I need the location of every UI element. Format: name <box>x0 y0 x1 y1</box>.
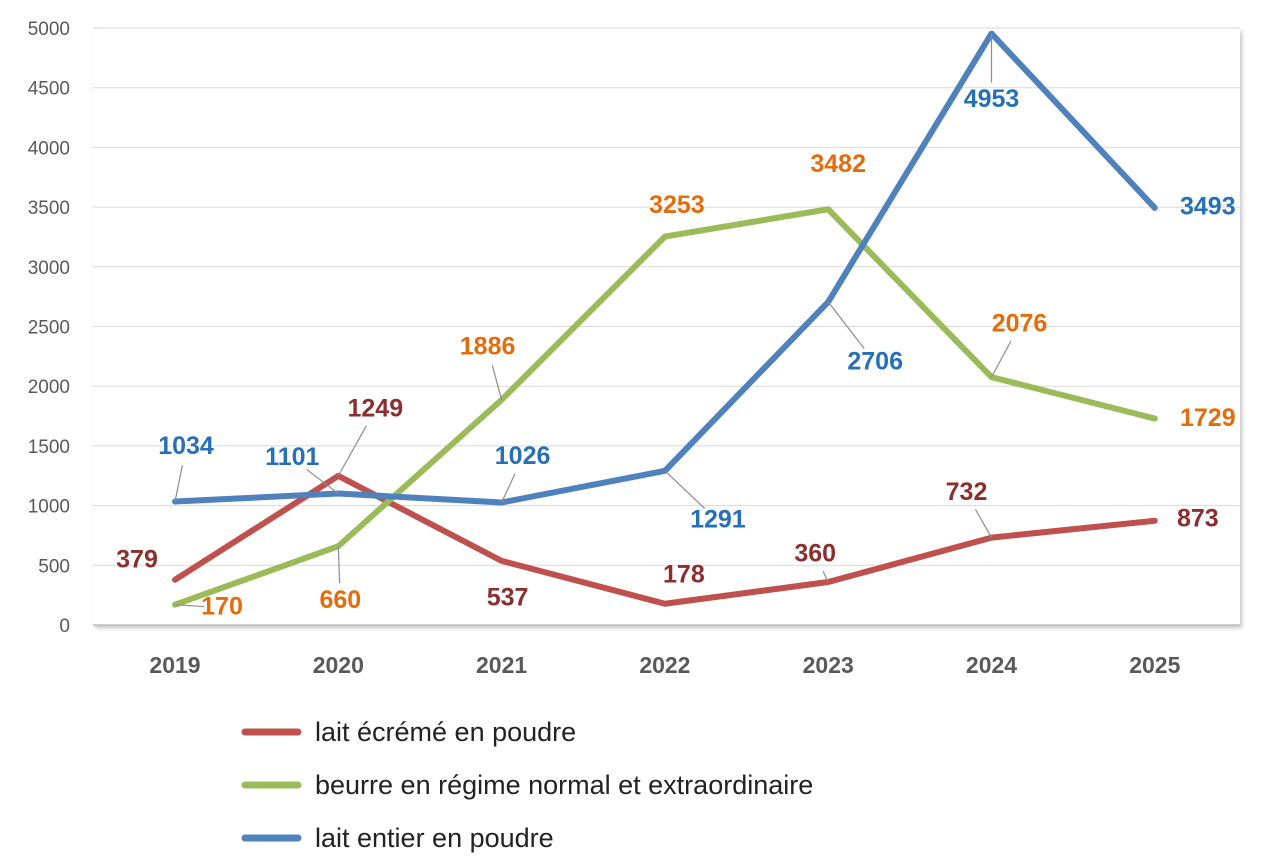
leader-line <box>501 473 516 503</box>
x-tick-label: 2024 <box>966 652 1017 678</box>
data-label: 1886 <box>460 332 516 360</box>
x-tick-label: 2021 <box>476 652 527 678</box>
data-label: 1101 <box>265 443 319 471</box>
x-tick-label: 2019 <box>149 652 200 678</box>
y-tick-label: 1500 <box>28 437 70 458</box>
legend-label: beurre en régime normal et extraordinair… <box>315 770 813 800</box>
y-tick-label: 0 <box>59 616 70 637</box>
leader-line <box>174 465 183 502</box>
data-label: 178 <box>663 560 705 588</box>
data-label: 660 <box>319 586 361 614</box>
y-tick-label: 4500 <box>28 79 70 100</box>
data-label: 873 <box>1177 504 1219 532</box>
data-label: 4953 <box>964 85 1020 113</box>
data-label: 3253 <box>649 191 705 219</box>
x-tick-label: 2020 <box>313 652 364 678</box>
data-label: 2076 <box>992 310 1048 338</box>
y-tick-label: 4000 <box>28 138 70 159</box>
leader-line <box>990 340 1012 378</box>
leader-line <box>337 425 368 477</box>
y-tick-label: 3500 <box>28 198 70 219</box>
data-label: 360 <box>794 540 836 568</box>
data-label: 1034 <box>158 432 214 460</box>
data-label: 1249 <box>347 394 403 422</box>
data-label: 379 <box>116 545 158 573</box>
leader-line <box>306 468 339 495</box>
legend-label: lait écrémé en poudre <box>315 717 576 747</box>
x-tick-label: 2025 <box>1129 652 1180 678</box>
y-tick-label: 3000 <box>28 258 70 279</box>
data-label: 170 <box>201 592 243 620</box>
y-tick-label: 2500 <box>28 318 70 339</box>
leader-line <box>822 570 829 583</box>
legend-label: lait entier en poudre <box>315 823 554 853</box>
leader-line <box>974 508 993 538</box>
data-label: 1026 <box>495 442 551 470</box>
data-label: 537 <box>487 583 529 611</box>
data-label: 1291 <box>690 505 746 533</box>
data-label: 3482 <box>810 150 866 178</box>
y-tick-label: 5000 <box>28 19 70 40</box>
leader-line <box>827 301 865 350</box>
data-label: 2706 <box>847 348 903 376</box>
leader-line <box>491 365 503 400</box>
leader-line <box>174 604 205 608</box>
leader-line <box>337 546 341 584</box>
x-tick-label: 2023 <box>803 652 854 678</box>
leader-line <box>664 470 706 509</box>
data-label: 3493 <box>1180 193 1236 221</box>
y-tick-label: 500 <box>38 556 70 577</box>
x-tick-label: 2022 <box>639 652 690 678</box>
y-tick-label: 1000 <box>28 497 70 518</box>
y-tick-label: 2000 <box>28 377 70 398</box>
data-label: 1729 <box>1180 404 1236 432</box>
data-label: 732 <box>946 478 988 506</box>
